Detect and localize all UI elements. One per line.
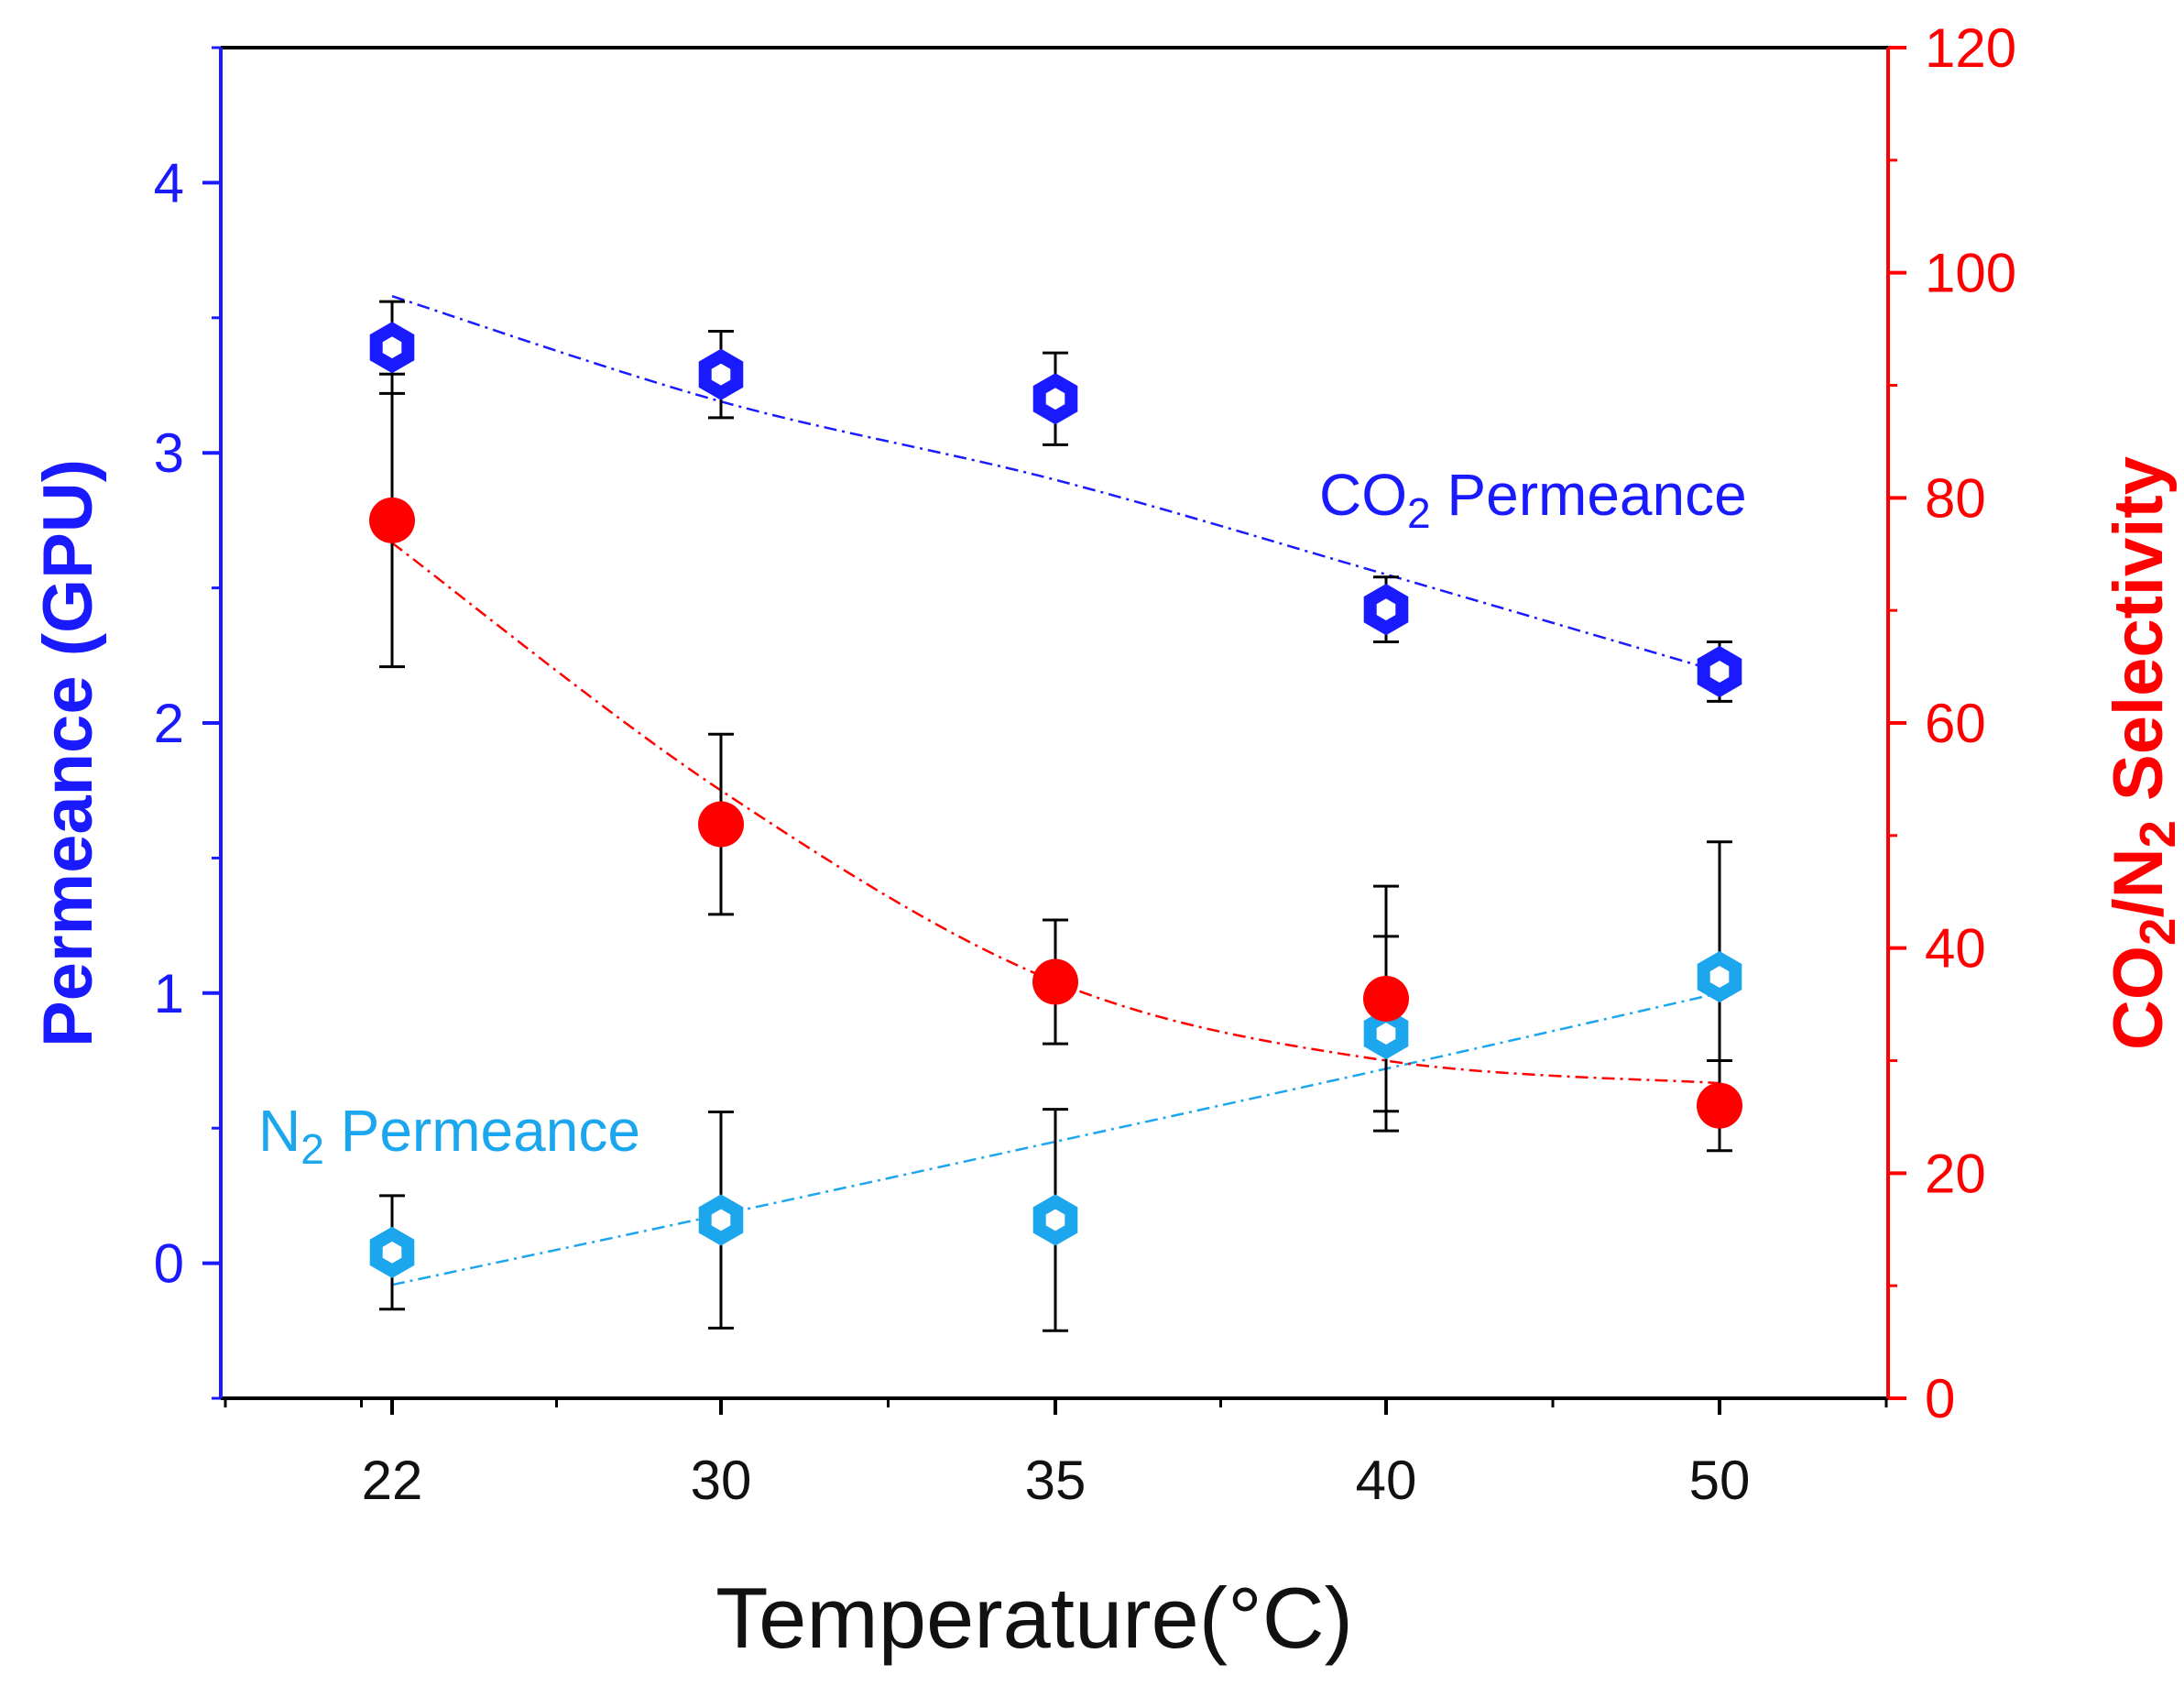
y-right-axis-label: CO2/N2 Selectivity [2100, 456, 2184, 1050]
x-axis-label: Temperature(°C) [715, 1570, 1353, 1666]
y-right-tick-label: 100 [1925, 243, 2016, 304]
data-point [369, 1226, 415, 1278]
y-right-label-part: /N [2100, 848, 2178, 918]
data-point [698, 801, 744, 848]
y-right-label-part: Selectivity [2100, 456, 2178, 820]
fit-line [391, 295, 1720, 673]
y-right-tick-label: 80 [1925, 467, 1986, 529]
legend-co2-sub: 2 [1407, 489, 1431, 537]
data-markers [369, 322, 1742, 1278]
x-tick-label: 40 [1356, 1450, 1417, 1511]
data-point [369, 322, 415, 374]
x-tick-label: 50 [1689, 1450, 1751, 1511]
legend-n2-part: Permeance [324, 1098, 640, 1164]
y-left-tick-label: 4 [154, 152, 184, 213]
fit-line [391, 542, 1720, 1085]
data-point [1697, 951, 1742, 1003]
legend-n2-permeance: N2 Permeance [258, 1098, 640, 1173]
data-point [1697, 645, 1742, 698]
y-right-tick-label: 0 [1925, 1368, 1955, 1429]
data-point [1032, 373, 1078, 425]
y-right-tick-label: 20 [1925, 1143, 1986, 1204]
y-right-label-sub: 2 [2129, 918, 2184, 946]
data-point [1032, 1194, 1078, 1246]
x-tick-label: 35 [1025, 1450, 1087, 1511]
y-right-tick-label: 60 [1925, 693, 1986, 754]
x-tick-label: 30 [691, 1450, 752, 1511]
data-point [1363, 1007, 1409, 1060]
legend-n2-sub: 2 [300, 1125, 324, 1173]
y-left-axis-label: Permeance (GPU) [29, 459, 107, 1047]
legend-co2-part: CO [1319, 462, 1407, 528]
data-point [1363, 975, 1409, 1022]
legend-co2-part: Permeance [1431, 462, 1747, 528]
y-right-label-sub: 2 [2129, 820, 2184, 848]
data-point [1032, 958, 1078, 1005]
fit-line [391, 991, 1720, 1286]
y-right-tick-label: 40 [1925, 918, 1986, 980]
data-point [369, 497, 415, 543]
y-left-tick-label: 0 [154, 1233, 184, 1295]
data-point [698, 348, 744, 400]
fit-lines [391, 295, 1720, 1286]
data-point [1363, 584, 1409, 636]
y-right-label-part: CO [2100, 946, 2178, 1050]
y-right-tick-label: 120 [1925, 17, 2016, 79]
x-tick-label: 22 [362, 1450, 423, 1511]
legend-n2-part: N [258, 1098, 300, 1164]
data-point [1697, 1082, 1742, 1129]
y-left-tick-label: 2 [154, 693, 184, 754]
y-left-tick-label: 1 [154, 963, 184, 1024]
data-point [698, 1194, 744, 1246]
legend-co2-permeance: CO2 Permeance [1319, 462, 1747, 537]
y-left-tick-label: 3 [154, 422, 184, 484]
